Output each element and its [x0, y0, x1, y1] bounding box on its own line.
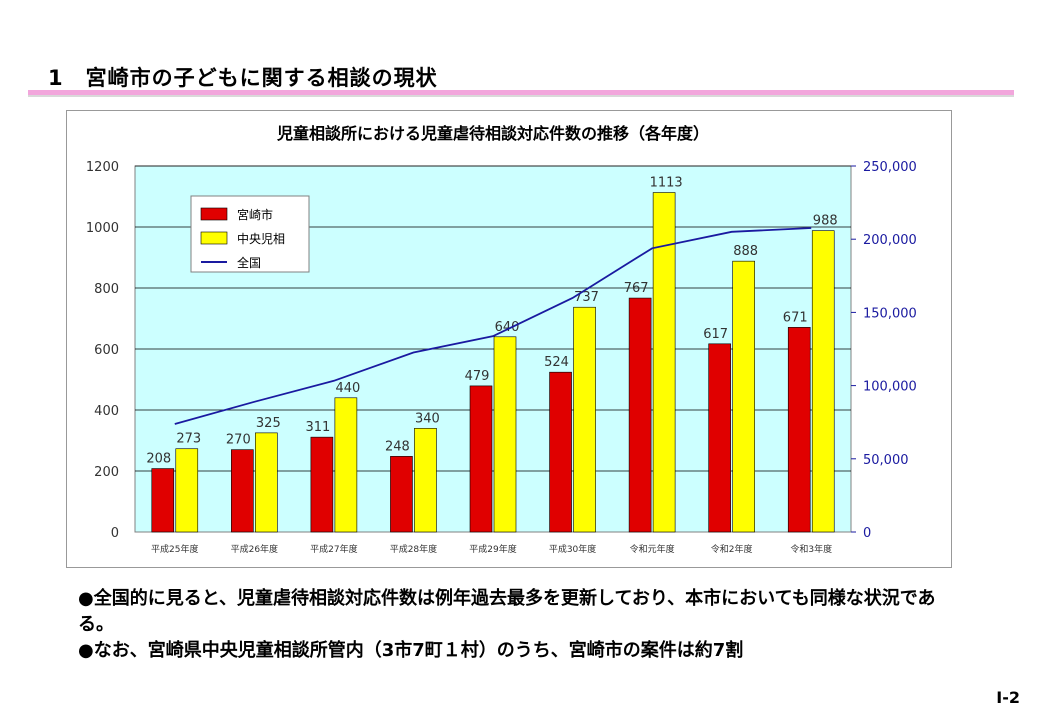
data-label: 208 — [146, 452, 171, 467]
data-label: 524 — [544, 355, 569, 370]
x-tick-label: 平成25年度 — [151, 543, 198, 555]
data-label: 273 — [176, 432, 201, 447]
x-tick-label: 平成30年度 — [549, 543, 596, 555]
bar — [628, 297, 652, 533]
legend-label: 中央児相 — [237, 231, 285, 246]
legend-label: 全国 — [237, 255, 261, 270]
bar — [390, 456, 413, 533]
chart-frame: 児童相談所における児童虐待相談対応件数の推移（各年度） 0 200 400 600 800… — [66, 110, 952, 568]
data-label: 671 — [783, 310, 808, 325]
legend-swatch — [200, 231, 228, 245]
y2-tick-label: 0 — [863, 526, 871, 541]
bar — [549, 371, 572, 533]
x-tick-label: 平成29年度 — [469, 543, 516, 555]
page-number: Ⅰ-2 — [996, 688, 1020, 707]
x-tick-label: 平成26年度 — [231, 543, 278, 555]
bar — [708, 343, 731, 533]
bar — [652, 192, 676, 533]
legend-swatch — [200, 207, 228, 221]
x-tick-label: 令和元年度 — [630, 543, 675, 555]
bar — [310, 436, 334, 533]
bar — [231, 449, 254, 533]
bullet-list: ●全国的に見ると、児童虐待相談対応件数は例年過去最多を更新しており、本市において… — [78, 586, 938, 664]
bar — [414, 427, 437, 533]
y2-tick-label: 200,000 — [863, 233, 917, 248]
y2-tick-label: 250,000 — [863, 160, 917, 175]
chart-title: 児童相談所における児童虐待相談対応件数の推移（各年度） — [276, 124, 709, 143]
data-label: 640 — [495, 320, 520, 335]
bullet-item: ●全国的に見ると、児童虐待相談対応件数は例年過去最多を更新しており、本市において… — [78, 588, 936, 635]
bar — [732, 260, 755, 533]
y-tick-label: 600 — [94, 343, 119, 358]
y-tick-label: 800 — [94, 282, 119, 297]
data-label: 340 — [415, 411, 440, 426]
bar — [151, 468, 175, 533]
bar — [469, 385, 493, 533]
x-tick-label: 平成27年度 — [310, 543, 357, 555]
data-label: 311 — [305, 420, 330, 435]
bar — [573, 306, 596, 533]
data-label: 617 — [703, 327, 728, 342]
data-label: 270 — [226, 433, 251, 448]
data-label: 479 — [465, 369, 490, 384]
y-tick-label: 1200 — [86, 160, 119, 175]
data-label: 737 — [574, 290, 599, 305]
y2-tick-label: 100,000 — [863, 380, 917, 395]
data-label: 767 — [624, 281, 649, 296]
y-tick-label: 400 — [94, 404, 119, 419]
legend-label: 宮崎市 — [237, 207, 273, 222]
data-label: 888 — [733, 244, 758, 259]
bar — [811, 230, 835, 533]
bullet-item: ●なお、宮崎県中央児童相談所管内（3市7町１村）のうち、宮崎市の案件は約7割 — [78, 640, 744, 661]
data-label: 1113 — [650, 176, 683, 191]
chart-svg: 児童相談所における児童虐待相談対応件数の推移（各年度） 0 200 400 600 800… — [86, 124, 917, 555]
bar — [493, 336, 517, 533]
y2-tick-label: 50,000 — [863, 453, 909, 468]
title-underline-shadow — [28, 95, 1014, 97]
y-tick-label: 0 — [111, 526, 119, 541]
bar — [787, 327, 811, 533]
data-label: 248 — [385, 439, 410, 454]
data-label: 440 — [335, 381, 360, 396]
title-underline — [28, 90, 1014, 95]
x-tick-label: 平成28年度 — [390, 543, 437, 555]
data-label: 988 — [813, 214, 838, 229]
bar — [255, 432, 278, 533]
y2-tick-label: 150,000 — [863, 306, 917, 321]
x-tick-label: 令和3年度 — [790, 543, 832, 555]
bar — [175, 448, 199, 533]
bar — [334, 397, 358, 533]
y-tick-label: 1000 — [86, 221, 119, 236]
x-tick-label: 令和2年度 — [711, 543, 753, 555]
slide-title: 1 宮崎市の子どもに関する相談の現状 — [48, 66, 438, 90]
series-line — [174, 227, 812, 425]
data-label: 325 — [256, 416, 281, 431]
y-tick-label: 200 — [94, 465, 119, 480]
